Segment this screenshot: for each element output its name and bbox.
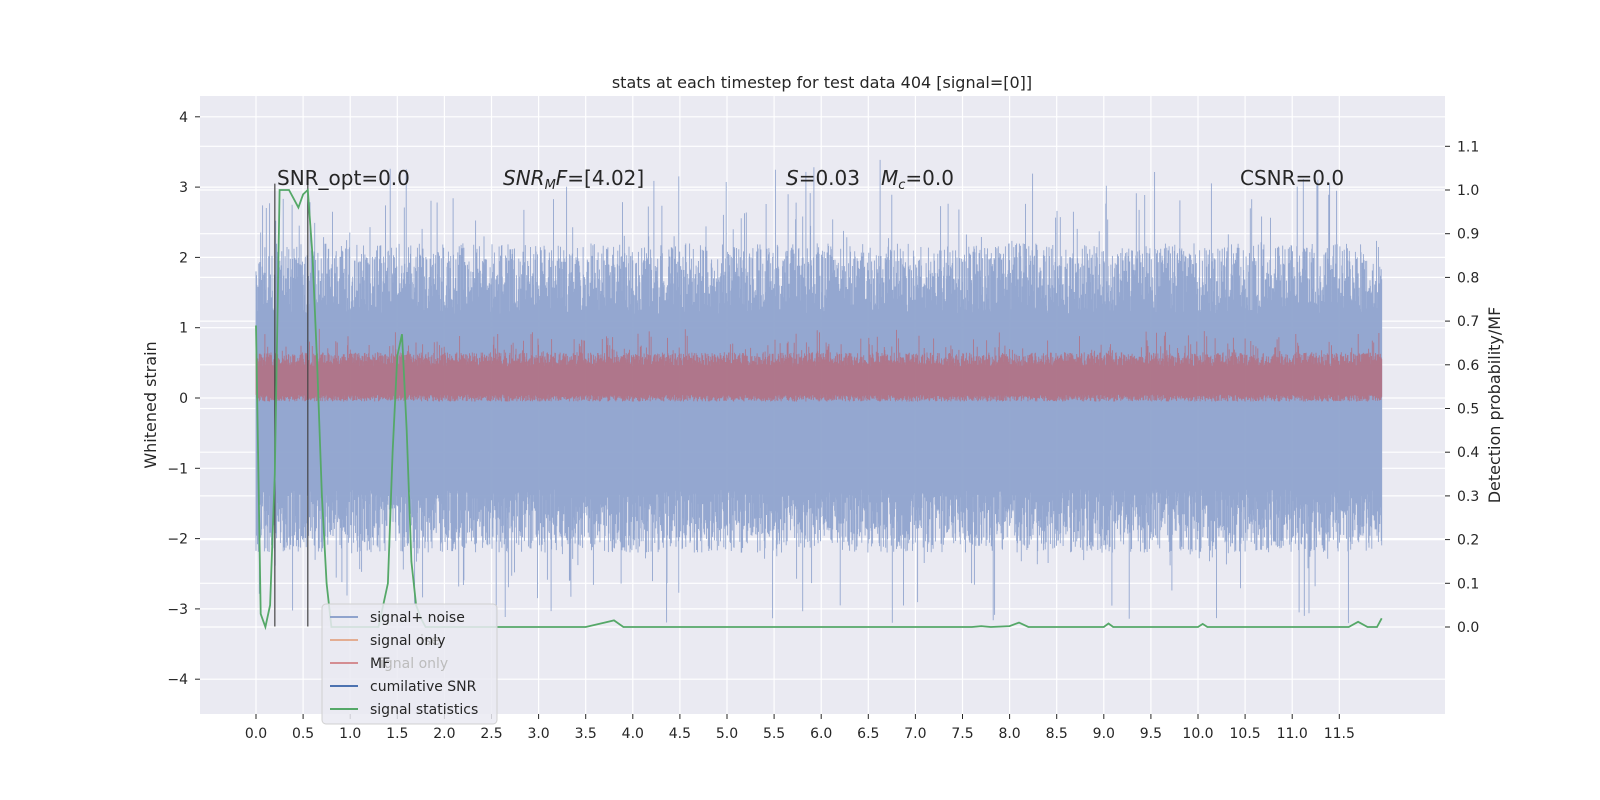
- y2-axis-label: Detection probability/MF: [1485, 307, 1504, 504]
- x-tick-label: 2.5: [480, 726, 502, 742]
- annotation-mc: Mc=0.0: [881, 166, 954, 193]
- x-tick-label: 5.0: [716, 726, 738, 742]
- y2-tick-label: 1.1: [1457, 139, 1479, 155]
- chart-title: stats at each timestep for test data 404…: [612, 73, 1032, 92]
- legend-box: [321, 603, 498, 725]
- annotation-snr-opt: SNR_opt=0.0: [277, 166, 410, 190]
- x-tick-label: 4.5: [669, 726, 691, 742]
- mc-subscript: c: [898, 178, 905, 193]
- y2-tick-label: 0.6: [1457, 358, 1479, 374]
- x-tick-label: 1.5: [386, 726, 408, 742]
- x-tick-label: 3.0: [527, 726, 549, 742]
- x-tick-label: 11.5: [1324, 726, 1355, 742]
- legend-ghost-noise: ise: [420, 633, 440, 649]
- x-tick-label: 7.5: [951, 726, 973, 742]
- snr-mf-value: =[4.02]: [567, 166, 644, 190]
- y-tick-label: 4: [179, 110, 188, 126]
- y-axis-label: Whitened strain: [141, 341, 160, 468]
- y2-tick-label: 1.0: [1457, 183, 1479, 199]
- y2-tick-label: 0.0: [1457, 620, 1479, 636]
- x-tick-label: 8.5: [1046, 726, 1068, 742]
- y2-tick-label: 0.9: [1457, 227, 1479, 243]
- x-tick-label: 2.0: [433, 726, 455, 742]
- s-value: =0.03: [799, 166, 860, 190]
- x-tick-label: 6.0: [810, 726, 832, 742]
- x-tick-label: 9.0: [1093, 726, 1115, 742]
- legend-label-mf: MF: [370, 656, 390, 672]
- snr-mf-subscript: M: [545, 178, 556, 193]
- y-tick-label: 3: [179, 180, 188, 196]
- y2-tick-label: 0.4: [1457, 445, 1479, 461]
- y2-tick-label: 0.3: [1457, 489, 1479, 505]
- legend-label-signal-statistics: signal statistics: [370, 702, 478, 718]
- x-tick-label: 4.0: [622, 726, 644, 742]
- legend-label-cumulative-snr: cumilative SNR: [370, 679, 477, 695]
- y2-tick-label: 0.2: [1457, 533, 1479, 549]
- y-tick-label: −1: [167, 461, 188, 477]
- annotation-csnr: CSNR=0.0: [1240, 166, 1344, 190]
- x-tick-label: 10.5: [1230, 726, 1261, 742]
- annotation-s: S=0.03: [786, 166, 860, 190]
- x-tick-label: 8.0: [998, 726, 1020, 742]
- s-symbol: S: [786, 166, 799, 190]
- y-tick-label: −4: [167, 672, 188, 688]
- x-tick-label: 7.0: [904, 726, 926, 742]
- y2-tick-label: 0.8: [1457, 270, 1479, 286]
- mc-symbol: M: [881, 166, 898, 190]
- x-tick-label: 9.5: [1140, 726, 1162, 742]
- x-tick-label: 10.0: [1182, 726, 1213, 742]
- y2-tick-label: 0.7: [1457, 314, 1479, 330]
- y-tick-label: −2: [167, 532, 188, 548]
- x-tick-label: 0.5: [292, 726, 314, 742]
- y2-tick-label: 0.5: [1457, 402, 1479, 418]
- vertical-markers: [274, 183, 309, 627]
- x-tick-label: 6.5: [857, 726, 879, 742]
- x-tick-label: 0.0: [245, 726, 267, 742]
- y-axis-ticks: 4 3 2 1 0 −1 −2 −3 −4: [167, 110, 200, 688]
- mc-value: =0.0: [905, 166, 954, 190]
- annotation-snr-mf: SNRMF=[4.02]: [503, 166, 644, 193]
- legend: ise ignal only signal+ noise signal only…: [321, 603, 498, 725]
- y-tick-label: −3: [167, 602, 188, 618]
- snr-mf-symbol: SNR: [503, 166, 545, 190]
- x-tick-label: 11.0: [1277, 726, 1308, 742]
- snr-mf-f: F: [556, 166, 568, 190]
- x-axis-ticks: 0.0 0.5 1.0 1.5 2.0 2.5 3.0 3.5 4.0 4.5 5.0 5.5 6.0 6…: [245, 714, 1355, 742]
- x-tick-label: 1.0: [339, 726, 361, 742]
- x-tick-label: 5.5: [763, 726, 785, 742]
- y2-axis-ticks: 1.1 1.0 0.9 0.8 0.7 0.6 0.5 0.4 0.3 0.2 0.1 0.0: [1445, 139, 1479, 636]
- y-tick-label: 1: [179, 321, 188, 337]
- legend-ghost-signal: ignal only: [380, 656, 448, 672]
- legend-label-noise: signal+ noise: [370, 610, 465, 626]
- y2-tick-label: 0.1: [1457, 576, 1479, 592]
- y-tick-label: 0: [179, 391, 188, 407]
- y-tick-label: 2: [179, 250, 188, 266]
- legend-label-signal-only: signal only: [370, 633, 445, 649]
- x-tick-label: 3.5: [575, 726, 597, 742]
